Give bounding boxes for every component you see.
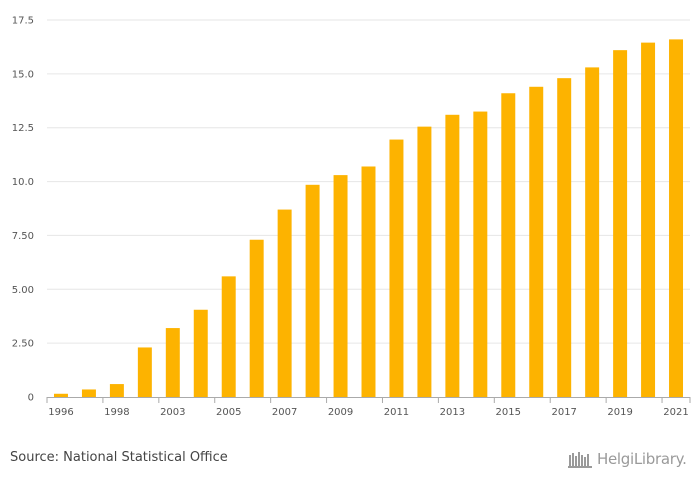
- x-tick-label: 2005: [216, 407, 241, 418]
- bar-2019: [613, 50, 628, 397]
- x-tick-label: 1996: [48, 407, 73, 418]
- y-tick-label: 10.0: [12, 177, 34, 188]
- bars: [53, 39, 684, 398]
- bar-2003: [165, 328, 180, 397]
- source-note: Source: National Statistical Office: [10, 450, 228, 465]
- x-tick-label: 2007: [272, 407, 297, 418]
- bar-2016: [529, 86, 544, 397]
- bar-1996: [53, 393, 68, 397]
- bar-2005: [221, 276, 236, 397]
- logo-text: HelgiLibrary.: [597, 450, 687, 468]
- bar-2015: [501, 93, 516, 397]
- bar-2000: [137, 347, 152, 397]
- x-tick-label: 2015: [496, 407, 521, 418]
- bar-2007: [277, 209, 292, 397]
- y-tick-label: 15.0: [12, 69, 34, 80]
- bar-2011: [389, 139, 404, 397]
- bar-2004: [193, 309, 208, 397]
- y-tick-label: 2.50: [12, 339, 34, 350]
- bar-2009: [333, 175, 348, 397]
- y-tick-label: 12.5: [12, 123, 34, 134]
- y-tick-label: 7.50: [12, 231, 34, 242]
- bar-2014: [473, 111, 488, 398]
- x-tick-label: 2019: [607, 407, 632, 418]
- bar-2017: [557, 78, 572, 397]
- helgi-library-logo: HelgiLibrary.: [568, 447, 694, 471]
- bar-2021: [669, 39, 684, 397]
- y-tick-label: 5.00: [12, 285, 34, 296]
- bar-1998: [109, 384, 124, 397]
- bar-1997: [81, 389, 96, 397]
- library-icon: [568, 452, 592, 468]
- x-tick-label: 2021: [663, 407, 688, 418]
- x-tick-label: 2013: [440, 407, 465, 418]
- bar-chart: 0 2.50 5.00 7.50 10.0 12.5 15.0 17.5 1996 1998 200…: [12, 16, 691, 418]
- bar-2012: [417, 126, 432, 397]
- x-tick-label: 2011: [384, 407, 409, 418]
- axes: 0 2.50 5.00 7.50 10.0 12.5 15.0 17.5 1996 1998 200…: [12, 16, 691, 418]
- bar-2006: [249, 239, 264, 397]
- x-tick-label: 1998: [104, 407, 129, 418]
- x-tick-label: 2003: [160, 407, 185, 418]
- y-tick-label: 17.5: [12, 16, 34, 27]
- x-tick-label: 2009: [328, 407, 353, 418]
- bar-2013: [445, 114, 460, 397]
- bar-2010: [361, 166, 376, 397]
- y-tick-label: 0: [28, 393, 34, 404]
- bar-2008: [305, 184, 320, 397]
- x-tick-label: 2017: [551, 407, 576, 418]
- bar-2020: [641, 42, 656, 398]
- bar-2018: [585, 67, 600, 397]
